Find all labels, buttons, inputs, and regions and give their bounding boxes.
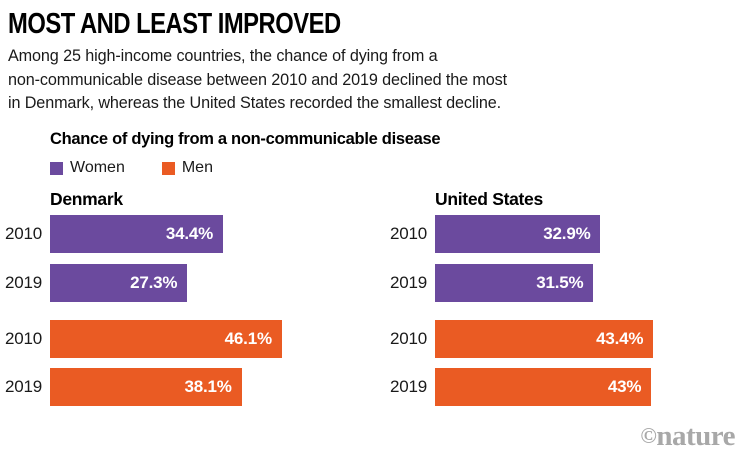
chart-legend: Women Men (50, 159, 213, 177)
bar-rect (435, 368, 652, 406)
bar-row: 2010 46.1% (5, 320, 282, 358)
panel-title-denmark: Denmark (50, 189, 123, 209)
copyright-icon: © (640, 423, 657, 448)
bar-row: 2010 43.4% (390, 320, 654, 358)
nature-logo: ©nature (640, 422, 735, 451)
bar-rect (50, 320, 282, 358)
bar-category-label: 2019 (389, 273, 427, 292)
bar-value-label: 31.5% (536, 273, 584, 292)
chart-title: Chance of dying from a non-communicable … (50, 130, 441, 148)
bar-rect (435, 215, 601, 253)
page-title: MOST AND LEAST IMPROVED (8, 8, 341, 40)
legend-label-men: Men (181, 159, 213, 176)
bar-category-label: 2010 (389, 224, 427, 243)
bar-row: 2019 38.1% (5, 368, 242, 406)
standfirst-line: non-communicable disease between 2010 an… (8, 70, 507, 89)
bar-rect (50, 264, 188, 302)
legend-label-women: Women (70, 159, 125, 176)
legend-item-men: Men (161, 159, 213, 177)
bar-rect (435, 264, 594, 302)
legend-swatch-men-icon (161, 161, 175, 175)
bar-value-label: 38.1% (184, 377, 232, 396)
bar-value-label: 32.9% (543, 224, 591, 243)
bar-category-label: 2019 (4, 273, 42, 292)
standfirst-line: Among 25 high-income countries, the chan… (8, 47, 438, 65)
bar-rect (435, 320, 654, 358)
bar-rect (50, 215, 224, 253)
bar-value-label: 27.3% (130, 273, 178, 292)
bar-category-label: 2010 (389, 329, 427, 348)
panel-title-united-states: United States (435, 189, 543, 209)
bar-category-label: 2010 (4, 224, 42, 243)
standfirst-line: in Denmark, whereas the United States re… (8, 94, 502, 112)
bar-row: 2019 43% (390, 368, 652, 406)
bar-category-label: 2019 (389, 377, 427, 396)
bar-value-label: 46.1% (224, 329, 272, 348)
legend-swatch-women-icon (50, 161, 63, 175)
bar-value-label: 43.4% (596, 329, 644, 348)
bar-value-label: 43% (607, 377, 642, 396)
bar-category-label: 2010 (4, 329, 42, 348)
bar-row: 2010 34.4% (5, 215, 224, 253)
bar-rect (50, 368, 242, 406)
bar-row: 2010 32.9% (390, 215, 601, 253)
bar-row: 2019 31.5% (390, 264, 594, 302)
bar-row: 2019 27.3% (5, 264, 188, 302)
nature-wordmark: nature (656, 420, 735, 452)
bar-category-label: 2019 (4, 377, 42, 396)
legend-item-women: Women (50, 159, 125, 177)
bar-value-label: 34.4% (165, 224, 214, 243)
standfirst: Among 25 high-income countries, the chan… (8, 45, 648, 116)
